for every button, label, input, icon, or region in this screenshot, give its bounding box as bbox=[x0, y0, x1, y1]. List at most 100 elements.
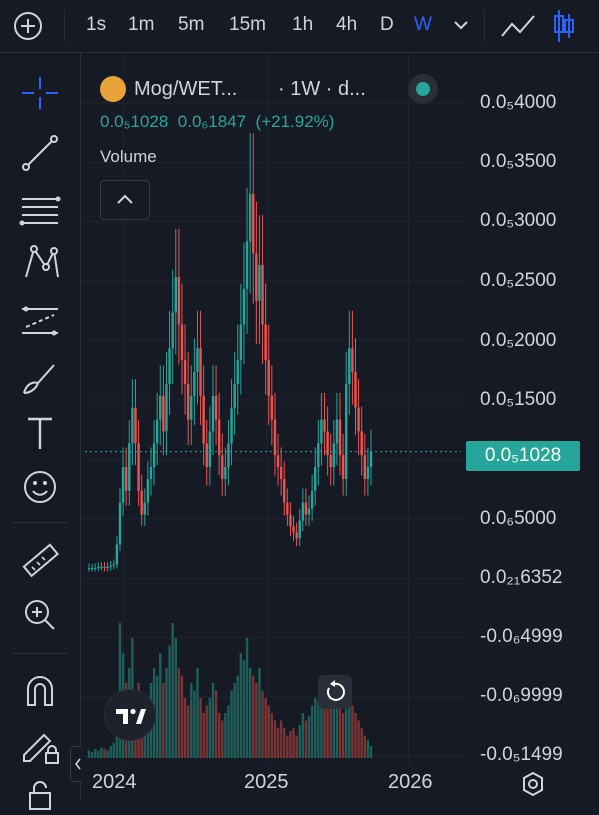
price-axis-label: -0.0₆9999 bbox=[480, 685, 563, 706]
crosshair-icon[interactable] bbox=[18, 73, 62, 113]
interval-w[interactable]: W bbox=[414, 14, 432, 35]
tool-divider bbox=[12, 522, 68, 523]
legend-collapse-button[interactable] bbox=[100, 180, 150, 220]
volume-bar bbox=[345, 690, 348, 758]
price-axis-label: 0.0₅2500 bbox=[480, 270, 557, 291]
candle-body bbox=[152, 443, 156, 468]
settings-icon[interactable] bbox=[520, 771, 546, 797]
tradingview-logo[interactable] bbox=[104, 689, 156, 741]
volume-bar bbox=[307, 716, 311, 758]
volume-bar bbox=[270, 713, 274, 758]
chevron-down-icon[interactable] bbox=[452, 18, 470, 32]
volume-bar bbox=[332, 690, 336, 758]
market-status-icon[interactable] bbox=[408, 74, 438, 104]
candle-body bbox=[90, 568, 94, 570]
volume-bar bbox=[196, 668, 199, 758]
volume-bar bbox=[183, 698, 187, 758]
volume-bar bbox=[224, 713, 227, 758]
reset-chart-button[interactable] bbox=[318, 675, 352, 709]
candle-body bbox=[155, 419, 159, 444]
lock-icon[interactable] bbox=[18, 775, 62, 815]
brush-icon[interactable] bbox=[18, 359, 62, 399]
add-symbol-icon[interactable] bbox=[12, 10, 44, 42]
candle-body bbox=[224, 467, 227, 479]
candle-body bbox=[320, 419, 323, 444]
candle-body bbox=[199, 348, 202, 396]
candle-chart-icon[interactable] bbox=[552, 8, 576, 44]
volume-bar bbox=[90, 752, 94, 758]
candle-body bbox=[106, 566, 109, 569]
volume-bar bbox=[190, 683, 193, 758]
volume-bar bbox=[162, 683, 165, 758]
candle-body bbox=[97, 566, 100, 569]
volume-bar bbox=[93, 749, 97, 758]
lock-drawing-icon[interactable] bbox=[18, 725, 62, 765]
legend-symbol[interactable]: Mog/WET... bbox=[134, 78, 238, 100]
drawing-toolbar bbox=[0, 53, 81, 810]
volume-bar bbox=[369, 746, 373, 758]
line-chart-icon[interactable] bbox=[500, 12, 536, 40]
volume-bar bbox=[304, 720, 308, 758]
price-axis-label: 0.0₅1500 bbox=[480, 389, 557, 410]
candle-body bbox=[134, 407, 137, 444]
candle-body bbox=[261, 265, 264, 325]
candle-body bbox=[162, 395, 165, 432]
volume-bar bbox=[221, 720, 224, 758]
tool-divider bbox=[12, 653, 68, 654]
volume-bar bbox=[159, 653, 162, 758]
interval-1m[interactable]: 1m bbox=[128, 14, 155, 35]
volume-bar bbox=[202, 713, 205, 758]
candle-body bbox=[363, 455, 367, 479]
emoji-icon[interactable] bbox=[18, 467, 62, 507]
candle-body bbox=[128, 443, 131, 491]
volume-bar bbox=[366, 740, 370, 758]
time-axis-label: 2024 bbox=[92, 771, 137, 793]
volume-bar bbox=[320, 690, 323, 758]
volume-bar bbox=[363, 735, 367, 758]
ruler-icon[interactable] bbox=[18, 541, 62, 581]
candle-body bbox=[338, 419, 342, 456]
candle-body bbox=[217, 419, 221, 456]
candle-body bbox=[221, 455, 224, 479]
legend-volume[interactable]: Volume bbox=[100, 147, 157, 166]
text-icon[interactable] bbox=[18, 413, 62, 453]
volume-bar bbox=[180, 675, 184, 758]
legend-change: (+21.92%) bbox=[255, 112, 335, 131]
volume-bar bbox=[264, 698, 267, 758]
price-axis-label: 0.0₅4000 bbox=[480, 92, 557, 113]
candle-body bbox=[115, 544, 119, 565]
chevron-up-icon bbox=[117, 194, 133, 204]
candle-body bbox=[357, 407, 360, 432]
interval-1h[interactable]: 1h bbox=[292, 14, 314, 35]
candle-body bbox=[245, 241, 249, 289]
trend-line-icon[interactable] bbox=[18, 133, 62, 173]
candle-body bbox=[211, 395, 215, 432]
volume-bar bbox=[199, 698, 202, 758]
candle-body bbox=[233, 383, 236, 408]
candle-body bbox=[140, 490, 143, 515]
forecast-icon[interactable] bbox=[18, 301, 62, 341]
interval-1s[interactable]: 1s bbox=[86, 14, 107, 35]
reset-icon bbox=[326, 680, 345, 701]
price-axis-label: 0.0₆5000 bbox=[480, 508, 557, 529]
volume-bar bbox=[106, 750, 109, 758]
volume-bar bbox=[267, 705, 270, 758]
candle-body bbox=[112, 564, 115, 566]
candle-body bbox=[341, 455, 345, 479]
zoom-in-icon[interactable] bbox=[18, 595, 62, 635]
volume-bar bbox=[301, 713, 305, 758]
interval-5m[interactable]: 5m bbox=[178, 14, 205, 35]
fib-icon[interactable] bbox=[18, 191, 62, 231]
candle-body bbox=[267, 360, 270, 396]
interval-d[interactable]: D bbox=[380, 14, 394, 35]
magnet-icon[interactable] bbox=[18, 671, 62, 711]
pattern-icon[interactable] bbox=[18, 243, 62, 283]
candle-body bbox=[332, 443, 336, 468]
interval-15m[interactable]: 15m bbox=[229, 14, 266, 35]
candle-body bbox=[121, 467, 125, 503]
candle-body bbox=[109, 565, 112, 567]
candle-body bbox=[360, 431, 363, 456]
candle-body bbox=[326, 431, 329, 456]
interval-4h[interactable]: 4h bbox=[336, 14, 358, 35]
price-chart[interactable] bbox=[81, 53, 599, 800]
